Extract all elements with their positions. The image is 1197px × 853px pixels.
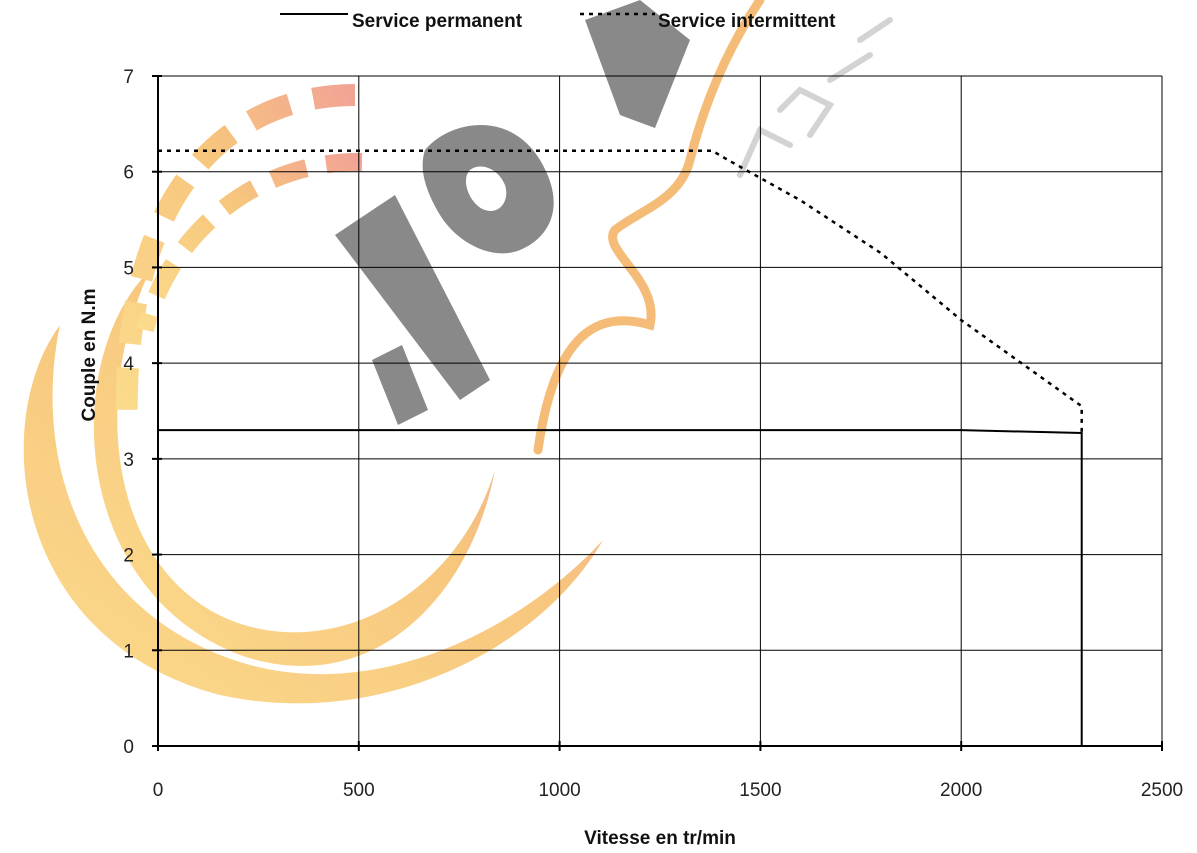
series-line-intermittent <box>158 149 1083 433</box>
x-tick-label-2000: 2000 <box>940 780 982 801</box>
watermark-wavy-line <box>533 0 765 455</box>
watermark-dashed-arc-large <box>115 84 356 431</box>
series-line-permanent <box>158 429 1083 746</box>
watermark-letters <box>335 0 690 425</box>
y-axis-title: Couple en N.m <box>79 288 100 421</box>
y-tick-label-4: 4 <box>123 354 134 375</box>
y-tick-label-5: 5 <box>123 258 134 279</box>
y-tick-label-0: 0 <box>123 737 134 758</box>
watermark-tagline <box>737 17 893 178</box>
y-tick-label-1: 1 <box>123 641 134 662</box>
x-tick-label-500: 500 <box>343 780 375 801</box>
x-tick-label-0: 0 <box>153 780 164 801</box>
y-tick-label-3: 3 <box>123 450 134 471</box>
x-axis-title: Vitesse en tr/min <box>584 828 736 849</box>
legend: Service permanent Service intermittent <box>280 11 836 32</box>
tick-labels: 0 500 1000 1500 2000 2500 0 1 2 3 4 5 6 7 <box>123 67 1183 801</box>
x-tick-label-1500: 1500 <box>739 780 781 801</box>
axes <box>152 75 1163 751</box>
y-tick-label-2: 2 <box>123 546 134 567</box>
y-tick-label-6: 6 <box>123 163 134 184</box>
series-lines <box>158 149 1083 746</box>
legend-label-intermittent: Service intermittent <box>658 11 836 32</box>
gridlines <box>158 75 1163 746</box>
legend-label-permanent: Service permanent <box>352 11 523 32</box>
x-tick-label-2500: 2500 <box>1141 780 1183 801</box>
x-tick-label-1000: 1000 <box>538 780 580 801</box>
y-tick-label-7: 7 <box>123 67 134 88</box>
